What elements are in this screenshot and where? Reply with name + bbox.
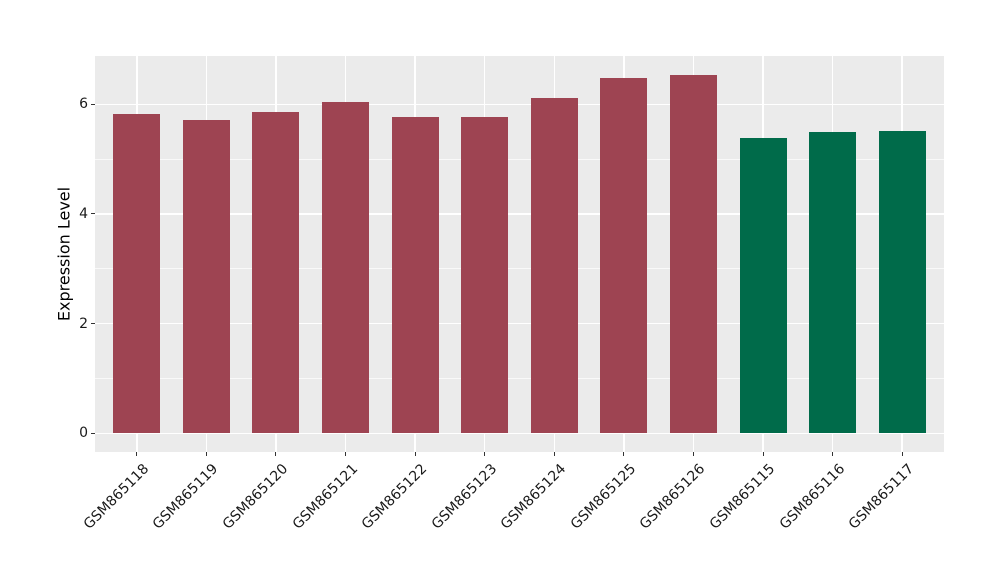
minor-gridline [95,268,944,270]
x-tick-label-GSM865124: GSM865124 [497,461,570,533]
minor-gridline [95,158,944,160]
y-tick-mark [91,432,95,434]
major-gridline [95,432,944,435]
bar-GSM865117 [878,131,926,434]
bar-GSM865122 [391,117,439,434]
plot-panel [95,56,944,452]
x-tick-mark [345,452,347,456]
x-tick-label-GSM865123: GSM865123 [428,461,501,533]
bar-GSM865116 [809,132,857,434]
x-tick-mark [414,452,416,456]
x-tick-mark [832,452,834,456]
bar-GSM865119 [182,120,230,434]
x-tick-label-GSM865126: GSM865126 [637,461,709,533]
y-tick-mark [91,103,95,105]
x-tick-mark [484,452,486,456]
bar-GSM865123 [461,117,509,434]
x-tick-mark [623,452,625,456]
major-gridline [95,103,944,106]
x-tick-label-GSM865117: GSM865117 [845,461,918,533]
x-tick-mark [762,452,764,456]
bar-GSM865121 [322,101,370,434]
x-tick-mark [901,452,903,456]
y-tick-label: 4 [79,205,88,222]
y-tick-label: 0 [79,425,88,442]
x-tick-mark [692,452,694,456]
minor-gridline [95,378,944,379]
bar-GSM865118 [113,114,161,434]
bar-GSM865124 [530,97,578,434]
y-tick-mark [91,213,95,215]
x-tick-label-GSM865118: GSM865118 [80,461,153,533]
x-tick-label-GSM865125: GSM865125 [567,461,640,533]
major-gridline [95,213,944,215]
x-tick-mark [553,452,555,456]
x-tick-mark [136,452,138,456]
x-tick-label-GSM865116: GSM865116 [776,461,848,533]
bar-GSM865125 [600,78,648,434]
bar-GSM865126 [669,75,717,434]
x-tick-label-GSM865119: GSM865119 [150,461,222,533]
x-tick-label-GSM865115: GSM865115 [706,461,779,533]
x-tick-label-GSM865121: GSM865121 [289,461,361,533]
x-tick-label-GSM865120: GSM865120 [219,461,292,533]
major-gridline [95,322,944,325]
x-tick-mark [205,452,207,456]
bar-GSM865115 [739,137,787,434]
y-tick-mark [91,323,95,325]
x-tick-mark [275,452,277,456]
bar-GSM865120 [252,112,300,434]
y-tick-label: 6 [79,96,88,113]
y-tick-label: 2 [79,315,88,332]
x-tick-label-GSM865122: GSM865122 [358,461,431,533]
